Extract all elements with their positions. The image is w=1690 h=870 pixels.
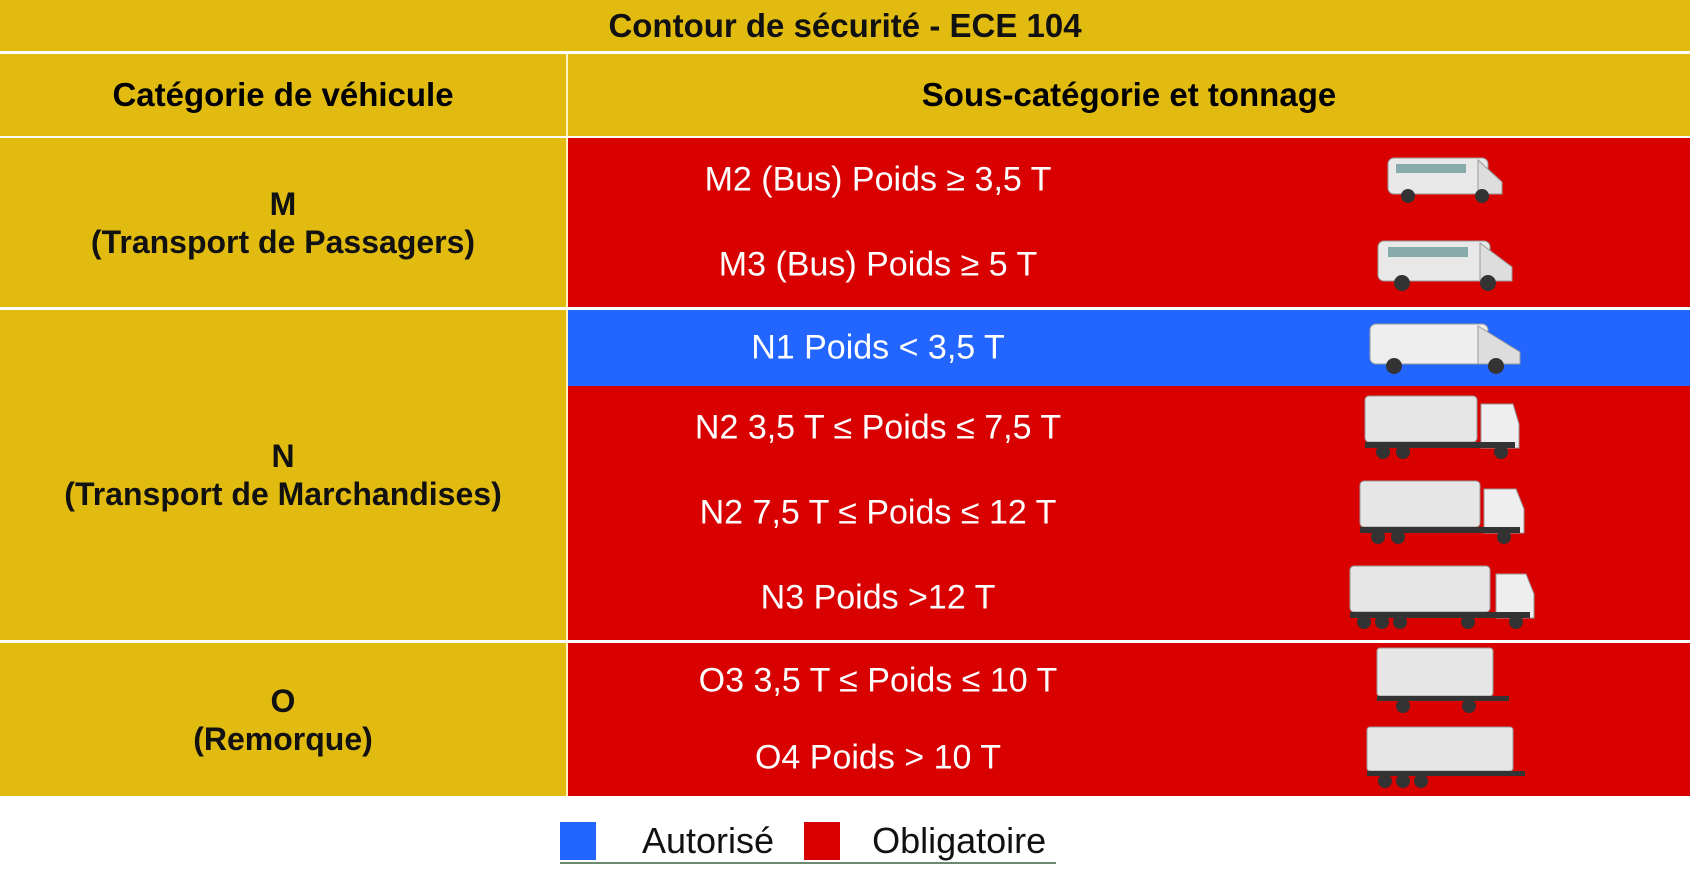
category-cell: M (Transport de Passagers)	[0, 138, 568, 307]
trailer-icon	[1376, 647, 1509, 714]
table-row: M3 (Bus) Poids ≥ 5 T	[568, 222, 1690, 307]
van-icon	[1369, 323, 1521, 374]
category-code: M	[269, 185, 297, 222]
legend-swatch-mandatory	[804, 822, 841, 860]
row-label: N3 Poids >12 T	[760, 578, 996, 617]
row-label: N1 Poids < 3,5 T	[751, 328, 1005, 367]
legend-authorized: Autorisé	[642, 820, 775, 861]
header-category: Catégorie de véhicule	[0, 54, 568, 136]
minibus-icon	[1387, 157, 1503, 204]
category-name: (Transport de Marchandises)	[64, 476, 502, 512]
header-subcategory: Sous-catégorie et tonnage	[921, 76, 1337, 113]
truck-icon	[1364, 395, 1520, 460]
minibus-icon	[1377, 240, 1513, 291]
legend-mandatory: Obligatoire	[872, 820, 1047, 861]
row-label: M2 (Bus) Poids ≥ 3,5 T	[704, 160, 1052, 199]
row-label: N2 3,5 T ≤ Poids ≤ 7,5 T	[694, 408, 1062, 447]
section-n: N (Transport de Marchandises) N1 Poids < …	[0, 310, 1690, 641]
category-name: (Remorque)	[193, 720, 373, 757]
table-row: N3 Poids >12 T	[568, 555, 1690, 641]
section-o: O (Remorque) O3 3,5 T ≤ Poids ≤ 10 T O4 P…	[0, 643, 1690, 796]
table-row: O3 3,5 T ≤ Poids ≤ 10 T	[568, 643, 1690, 720]
table-row: M2 (Bus) Poids ≥ 3,5 T	[568, 138, 1690, 223]
trailer-icon	[1366, 726, 1525, 788]
row-label: N2 7,5 T ≤ Poids ≤ 12 T	[699, 493, 1057, 532]
row-label: M3 (Bus) Poids ≥ 5 T	[718, 245, 1038, 284]
section-m: M (Transport de Passagers) M2 (Bus) Poids…	[0, 138, 1690, 307]
table-row: O4 Poids > 10 T	[568, 719, 1690, 796]
table-row: N2 7,5 T ≤ Poids ≤ 12 T	[568, 470, 1690, 556]
category-cell: N (Transport de Marchandises)	[0, 310, 568, 640]
category-cell: O (Remorque)	[0, 643, 568, 796]
table-row: N2 3,5 T ≤ Poids ≤ 7,5 T	[568, 386, 1690, 471]
category-name: (Transport de Passagers)	[90, 223, 476, 260]
legend: Autorisé Obligatoire	[560, 820, 1057, 864]
row-label: O4 Poids > 10 T	[754, 738, 1002, 777]
header-row: Catégorie de véhicule Sous-catégorie et …	[0, 54, 1690, 136]
truck-icon	[1359, 480, 1525, 544]
semi-truck-icon	[1349, 565, 1535, 629]
table-row: N1 Poids < 3,5 T	[568, 310, 1690, 386]
table-title: Contour de sécurité - ECE 104	[0, 0, 1690, 51]
category-code: O	[270, 682, 296, 719]
category-code: N	[271, 438, 295, 474]
legend-swatch-authorized	[560, 822, 596, 860]
row-label: O3 3,5 T ≤ Poids ≤ 10 T	[698, 661, 1058, 700]
